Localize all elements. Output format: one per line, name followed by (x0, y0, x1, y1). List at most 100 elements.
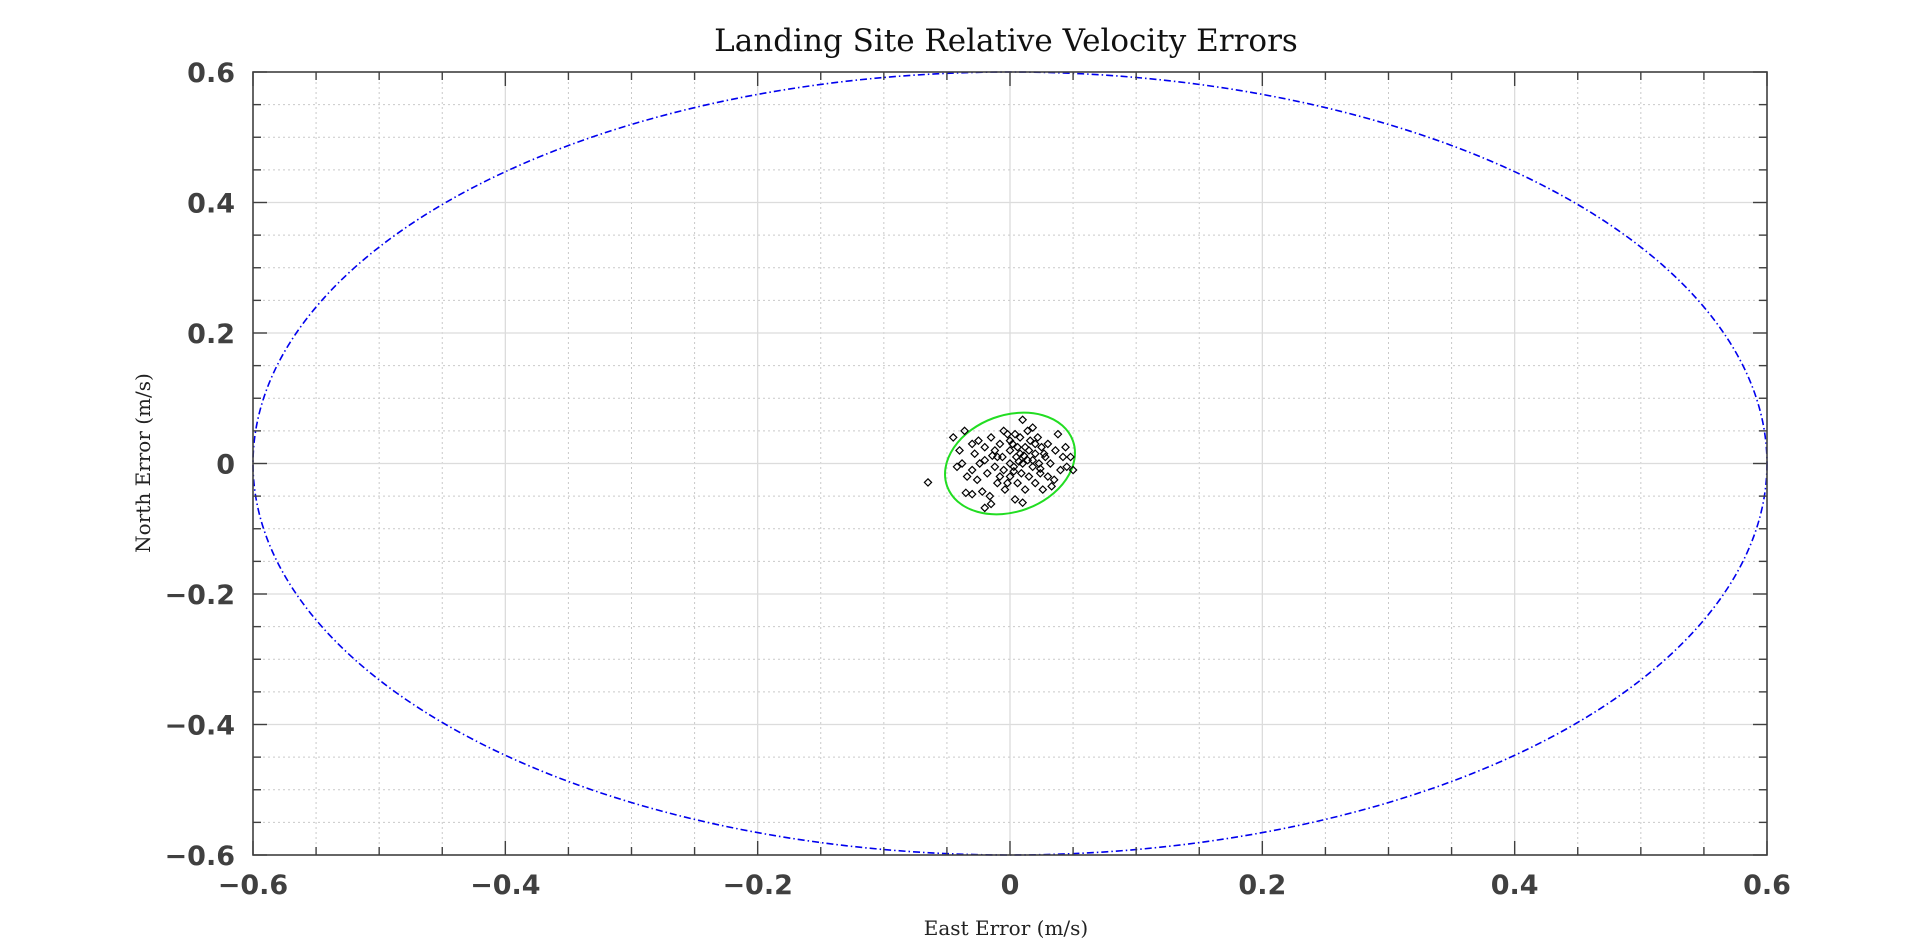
scatter-point (1047, 481, 1057, 491)
scatter-point (1040, 452, 1050, 462)
scatter-point (1000, 485, 1010, 495)
scatter-point (1062, 462, 1072, 472)
scatter-point (970, 449, 980, 459)
scatter-point (995, 439, 1005, 449)
scatter-point (952, 462, 962, 472)
scatter-point (955, 446, 964, 455)
scatter-point (1045, 459, 1055, 468)
scatter-point (982, 468, 992, 478)
scatter-point (1043, 439, 1053, 449)
axes: −0.6 −0.4 −0.2 0 0.2 0.4 0.6 −0.6 −0.4 −0.2 0 0.2 0.… (165, 58, 1791, 901)
scatter-point (960, 426, 970, 436)
x-tick-label: 0.4 (1491, 870, 1539, 901)
x-tick-label: 0.2 (1238, 870, 1286, 901)
scatter-point (1043, 472, 1053, 481)
scatter-point (1013, 442, 1023, 452)
scatter-point (985, 491, 995, 501)
scatter-point (1020, 442, 1030, 452)
scatter-point (986, 499, 996, 509)
scatter-point (1009, 466, 1019, 476)
scatter-point (967, 489, 977, 499)
scatter-point (997, 452, 1007, 462)
y-tick-label: 0.6 (187, 58, 235, 89)
scatter-point (1053, 429, 1063, 439)
scatter-point (1050, 446, 1060, 455)
scatter-point (1020, 485, 1030, 495)
x-tick-label: −0.2 (722, 870, 792, 901)
scatter-point (1005, 436, 1015, 446)
chart-title: Landing Site Relative Velocity Errors (714, 23, 1298, 59)
y-tick-label: −0.2 (165, 580, 235, 611)
scatter-point (1015, 449, 1025, 459)
scatter-point (1010, 494, 1020, 504)
scatter-point (1056, 465, 1065, 475)
scatter-point (980, 442, 990, 452)
scatter-point (1033, 432, 1043, 442)
scatter-point (1049, 475, 1059, 485)
scatter-point (986, 432, 996, 442)
scatter-point (1035, 468, 1045, 478)
scatter-point (1013, 478, 1023, 488)
scatter-point (977, 487, 987, 497)
scatter-point (967, 439, 977, 449)
scatter-point (962, 472, 972, 481)
scatter-point (1030, 449, 1040, 459)
scatter-point (995, 472, 1005, 481)
scatter-point (1018, 459, 1028, 468)
scatter-point (992, 478, 1002, 488)
scatter-point (1005, 446, 1015, 455)
scatter-point (1037, 442, 1046, 452)
y-tick-label: 0.2 (187, 319, 235, 350)
x-tick-label: 0 (1001, 870, 1020, 901)
scatter-point (974, 436, 983, 446)
scatter-point (1061, 442, 1070, 452)
scatter-point (967, 465, 977, 475)
scatter-point (1016, 468, 1026, 478)
scatter-point (1058, 452, 1068, 462)
scatter-point (990, 462, 1000, 472)
scatter-point (1030, 478, 1040, 488)
scatter-point (1028, 423, 1038, 433)
scatter-point (1025, 436, 1035, 446)
scatter-point (1024, 472, 1034, 481)
scatter-point (1011, 452, 1021, 462)
scatter-point (1018, 498, 1028, 508)
y-tick-label: 0.4 (187, 189, 235, 220)
scatter-point (1008, 439, 1017, 449)
x-tick-label: 0.6 (1743, 870, 1791, 901)
scatter-point (980, 455, 990, 465)
scatter-point (948, 432, 958, 442)
scatter-point (1035, 464, 1045, 474)
x-tick-label: −0.6 (218, 870, 288, 901)
scatter-point (1066, 452, 1076, 462)
scatter-point (972, 475, 982, 485)
scatter-point (1028, 462, 1038, 472)
scatter-point (980, 503, 990, 513)
grid (253, 72, 1767, 855)
scatter-point (957, 459, 967, 468)
scatter-point (1015, 432, 1025, 442)
y-axis-label: North Error (m/s) (131, 373, 155, 553)
y-tick-label: −0.4 (165, 711, 235, 742)
scatter-point (999, 426, 1009, 436)
y-tick-label: −0.6 (165, 841, 235, 872)
scatter-point (1023, 426, 1033, 436)
scatter-point (1019, 451, 1029, 461)
scatter-point (961, 488, 971, 498)
scatter-point (923, 477, 933, 487)
scatter-point (1003, 478, 1012, 488)
x-axis-label: East Error (m/s) (924, 916, 1088, 940)
inner-ellipse (944, 411, 1076, 516)
scatter-point (987, 451, 997, 461)
scatter-point (1028, 455, 1038, 465)
scatter-point (1018, 415, 1028, 425)
scatter-point (1068, 465, 1078, 475)
scatter-point (1024, 446, 1034, 455)
scatter-point (1030, 439, 1040, 449)
scatter-point (1009, 462, 1019, 472)
scatter-point (1005, 472, 1015, 481)
scatter-point (1039, 449, 1049, 459)
x-tick-label: −0.4 (470, 870, 540, 901)
scatter-point (1038, 485, 1048, 495)
